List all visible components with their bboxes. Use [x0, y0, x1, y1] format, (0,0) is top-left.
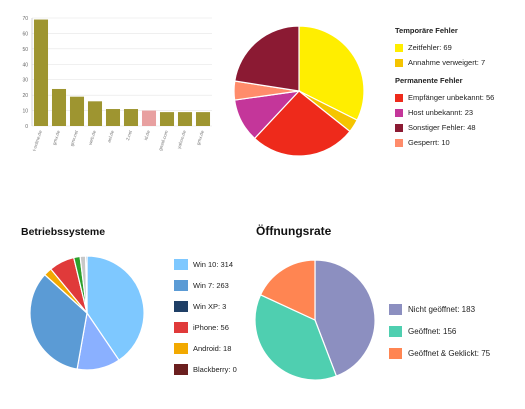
bar: [87, 101, 103, 126]
legend-label: Geöffnet & Geklickt: 75: [408, 348, 491, 358]
legend-item: Zeitfehler: 69: [395, 40, 494, 55]
open-rate-pie-chart: [254, 259, 376, 381]
legend-item: Win 10: 314: [174, 254, 237, 275]
legend-item: Empfänger unbekannt: 56: [395, 90, 494, 105]
legend-swatch: [174, 322, 188, 333]
x-tick-label: t-online.de: [32, 129, 44, 151]
legend-item: Android: 18: [174, 338, 237, 359]
legend-item: iPhone: 56: [174, 317, 237, 338]
legend-label: Win XP: 3: [193, 302, 227, 311]
y-tick-label: 60: [22, 31, 28, 37]
legend-label: Nicht geöffnet: 183: [408, 304, 476, 314]
legend-label: Blackberry: 0: [193, 365, 237, 374]
x-tick-label: gmx.de: [196, 129, 206, 145]
pie-slice: [254, 294, 338, 381]
bar: [105, 109, 121, 126]
legend-item: Geöffnet: 156: [389, 320, 490, 342]
y-tick-label: 50: [22, 47, 28, 53]
x-tick-label: yahoo.de: [176, 129, 187, 149]
open-rate-chart-title: Öffnungsrate: [256, 224, 332, 238]
pie-slice: [234, 25, 300, 92]
legend-swatch: [395, 93, 403, 102]
legend-swatch: [174, 259, 188, 270]
legend-label: Win 7: 263: [193, 281, 229, 290]
bar: [195, 112, 211, 126]
legend-swatch: [174, 280, 188, 291]
pie-slice: [298, 25, 365, 121]
legend-label: Empfänger unbekannt: 56: [408, 93, 495, 102]
open-rate-pie-legend: Nicht geöffnet: 183 Geöffnet: 156 Geöffnet…: [389, 298, 490, 364]
bar: [123, 109, 139, 126]
legend-item: Geöffnet & Geklickt: 75: [389, 342, 490, 364]
pie-slice: [86, 255, 145, 362]
legend-group-title: Temporäre Fehler: [395, 26, 458, 35]
legend-label: iPhone: 56: [193, 323, 229, 332]
os-chart-title: Betriebssysteme: [21, 226, 106, 238]
legend-label: Annahme verweigert: 7: [408, 58, 486, 67]
x-tick-label: gmx.de: [52, 129, 62, 145]
x-tick-label: web.de: [88, 129, 97, 145]
x-tick-label: gmail.com: [158, 130, 169, 152]
pie-slice: [253, 90, 351, 157]
legend-label: Sonstiger Fehler: 48: [408, 123, 476, 132]
x-tick-label: id.de: [143, 129, 151, 140]
y-tick-label: 30: [22, 78, 28, 84]
pie-slice: [259, 259, 316, 321]
legend-label: Gesperrt: 10: [408, 138, 450, 147]
legend-swatch: [395, 58, 403, 67]
x-tick-label: gmx.net: [69, 129, 79, 147]
legend-label: Geöffnet: 156: [408, 326, 457, 336]
failure-pie-chart: [233, 25, 365, 157]
legend-group-title: Permanente Fehler: [395, 76, 463, 85]
y-tick-label: 20: [22, 93, 28, 99]
bar: [141, 110, 157, 126]
failure-pie-legend: Temporäre Fehler Zeitfehler: 69 Annahme ve…: [395, 26, 494, 150]
legend-swatch: [395, 108, 403, 117]
legend-swatch: [174, 343, 188, 354]
legend-item: Annahme verweigert: 7: [395, 55, 494, 70]
bar: [33, 19, 49, 126]
pie-slice: [84, 255, 88, 314]
legend-item: Sonstiger Fehler: 48: [395, 120, 494, 135]
legend-item: Host unbekannt: 23: [395, 105, 494, 120]
bar: [159, 112, 175, 126]
os-pie-chart: [29, 255, 145, 371]
bar: [177, 112, 193, 126]
legend-swatch: [395, 43, 403, 52]
pie-slice: [29, 273, 88, 370]
legend-label: Android: 18: [193, 344, 232, 353]
legend-label: Zeitfehler: 69: [408, 43, 452, 52]
os-pie-legend: Win 10: 314 Win 7: 263 Win XP: 3 iPhone: 56…: [174, 254, 237, 380]
legend-label: Host unbekannt: 23: [408, 108, 474, 117]
pie-slice: [314, 259, 376, 377]
x-tick-label: 2.net: [125, 129, 133, 141]
legend-label: Win 10: 314: [193, 260, 234, 269]
legend-item: Win XP: 3: [174, 296, 237, 317]
legend-swatch: [389, 303, 402, 315]
y-tick-label: 70: [22, 16, 28, 22]
legend-item: Gesperrt: 10: [395, 135, 494, 150]
legend-swatch: [389, 325, 402, 337]
bar: [51, 88, 67, 126]
legend-swatch: [174, 364, 188, 375]
y-tick-label: 10: [22, 109, 28, 115]
legend-swatch: [389, 347, 402, 359]
legend-swatch: [395, 123, 403, 132]
legend-item: Win 7: 263: [174, 275, 237, 296]
y-tick-label: 0: [25, 124, 28, 130]
x-tick-label: aol.de: [106, 129, 115, 143]
bar: [69, 96, 85, 126]
legend-item: Nicht geöffnet: 183: [389, 298, 490, 320]
bar-chart: 0 10 20 30 40 50 60 70 t-online.de gmx.de gmx.net w…: [22, 16, 212, 152]
legend-swatch: [395, 138, 403, 147]
legend-item: Blackberry: 0: [174, 359, 237, 380]
y-tick-label: 40: [22, 62, 28, 68]
legend-swatch: [174, 301, 188, 312]
